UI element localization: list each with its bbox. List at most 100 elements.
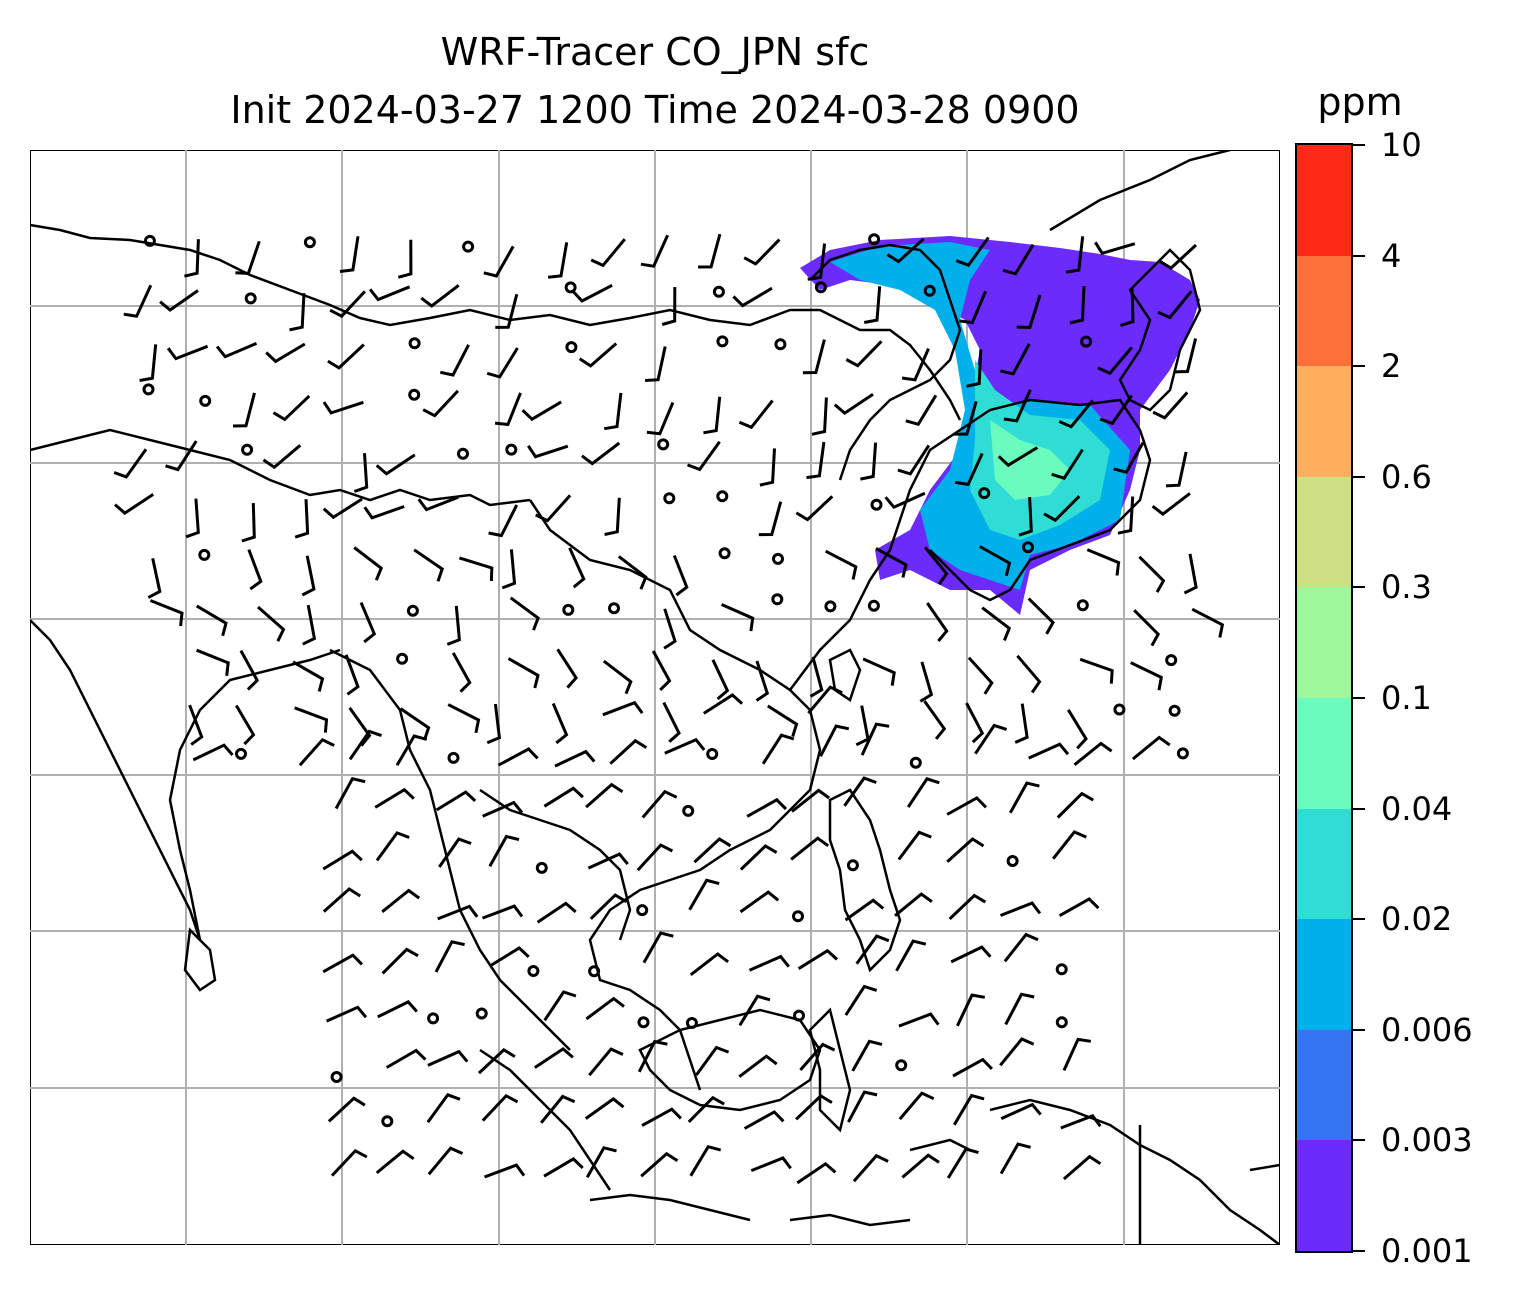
wind-barb	[422, 389, 459, 418]
wind-barb	[375, 1149, 415, 1175]
wind-barb	[543, 786, 584, 808]
wind-barb	[294, 706, 329, 733]
wind-barb	[743, 1110, 785, 1130]
wind-barb	[477, 1048, 516, 1075]
wind-barb	[901, 348, 930, 382]
wind-barb	[536, 901, 577, 924]
wind-barb	[184, 239, 200, 278]
calm-wind-circle	[978, 487, 991, 500]
calm-wind-circle	[771, 593, 784, 606]
wind-barb	[353, 453, 369, 493]
wind-barb	[738, 399, 774, 430]
wind-barb	[811, 397, 828, 436]
colorbar-tick-label: 0.02	[1381, 900, 1453, 939]
map-title: WRF-Tracer CO_JPN sfc	[440, 30, 870, 74]
calm-wind-circle	[637, 1016, 650, 1029]
wind-barb	[847, 1090, 878, 1123]
wind-barb	[661, 286, 677, 326]
calm-wind-circle	[868, 233, 881, 246]
wind-barb	[759, 448, 776, 487]
wind-barb	[1152, 391, 1189, 420]
wind-barb	[746, 797, 788, 818]
wind-barb	[327, 1096, 366, 1123]
calm-wind-circle	[663, 492, 676, 505]
wind-barb	[946, 1147, 979, 1179]
wind-barb	[353, 546, 384, 581]
calm-wind-circle	[244, 292, 257, 305]
calm-wind-circle	[716, 335, 729, 348]
wind-barb	[481, 904, 524, 920]
wind-barb	[1113, 441, 1145, 474]
calm-wind-circle	[1168, 704, 1181, 717]
wind-barb	[604, 497, 621, 536]
wind-barb	[1052, 830, 1087, 860]
wind-barb	[426, 1093, 461, 1124]
wind-barb	[809, 656, 824, 698]
wind-barb	[602, 659, 633, 695]
wind-barb	[1130, 661, 1163, 691]
calm-wind-circle	[895, 1059, 908, 1072]
wind-barb	[955, 236, 990, 268]
wind-barb	[232, 392, 256, 428]
wind-barb	[981, 606, 1012, 641]
wind-barb	[651, 650, 672, 691]
wind-barb	[322, 953, 364, 974]
wind-barb	[257, 605, 286, 642]
wind-barb	[739, 844, 778, 871]
wind-barb	[897, 830, 932, 861]
wind-barb	[375, 453, 416, 476]
wind-barb	[952, 1057, 993, 1078]
wind-barb	[1159, 243, 1198, 270]
wind-barb	[590, 238, 626, 268]
wind-barb	[1016, 294, 1042, 330]
wind-barb	[381, 888, 421, 913]
colorbar-segment	[1297, 1139, 1351, 1251]
wind-barb	[766, 704, 799, 738]
wind-barb	[974, 723, 1008, 755]
wind-barb	[188, 704, 204, 746]
wind-barb	[165, 440, 198, 472]
wind-barb	[381, 947, 419, 975]
wind-barb	[488, 834, 520, 868]
coastline	[183, 927, 217, 992]
calm-wind-circle	[909, 756, 922, 769]
wind-barb	[967, 656, 994, 695]
wind-barb	[438, 837, 472, 868]
wind-barb	[863, 286, 882, 324]
wind-barb	[898, 1012, 940, 1028]
wind-barb	[543, 990, 577, 1022]
wind-barb	[617, 555, 648, 590]
calm-wind-circle	[408, 337, 421, 350]
wind-barb	[919, 661, 934, 703]
wind-barb	[339, 236, 360, 273]
coastline	[809, 243, 962, 481]
coastline	[828, 788, 902, 973]
wind-barb	[761, 733, 795, 765]
wind-barb	[483, 1163, 526, 1179]
wind-barb	[645, 346, 667, 382]
colorbar-tick	[1353, 1139, 1365, 1142]
wind-barb	[884, 491, 926, 510]
calm-wind-circle	[824, 600, 837, 613]
wind-barb	[1094, 241, 1136, 256]
wind-barb	[568, 547, 586, 589]
calm-wind-circle	[447, 751, 460, 764]
calm-wind-circle	[1165, 654, 1178, 667]
wind-barb	[1003, 389, 1032, 423]
wind-barb	[845, 340, 883, 368]
wind-barb	[1060, 1113, 1102, 1130]
wind-barb	[641, 1107, 682, 1127]
calm-wind-circle	[1055, 1016, 1068, 1029]
wind-barb	[368, 285, 411, 302]
wind-barb	[819, 724, 850, 757]
wind-barb	[1058, 399, 1094, 429]
colorbar-segment	[1297, 918, 1351, 1030]
wind-barb	[843, 776, 877, 807]
wind-barb	[689, 1144, 722, 1177]
calm-wind-circle	[235, 747, 247, 760]
wind-barb	[1138, 555, 1166, 593]
wind-barb	[556, 648, 578, 689]
wind-barb	[602, 700, 644, 717]
wind-barb	[458, 556, 494, 582]
wind-barb	[640, 1151, 679, 1178]
